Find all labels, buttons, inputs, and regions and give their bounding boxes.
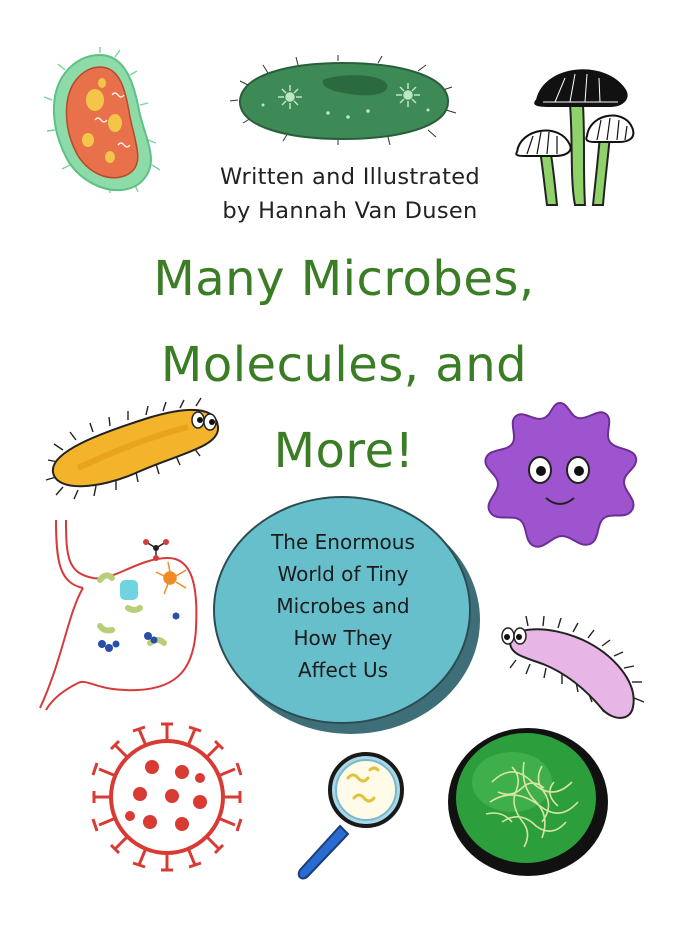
title-line: Molecules, and bbox=[160, 337, 528, 393]
subtitle-line: Microbes and bbox=[276, 594, 410, 618]
subtitle-line: Affect Us bbox=[297, 658, 389, 682]
byline: Written and Illustrated by Hannah Van Du… bbox=[170, 160, 530, 228]
title-line: Many Microbes, bbox=[153, 251, 535, 307]
subtitle: The Enormous World of Tiny Microbes and … bbox=[225, 526, 461, 686]
book-title: Many Microbes, Molecules, and More! bbox=[60, 236, 628, 494]
magnifying-glass-icon bbox=[297, 752, 404, 880]
mushrooms-icon bbox=[515, 69, 635, 206]
purple-virus-icon bbox=[484, 401, 638, 548]
pink-bacterium-icon bbox=[501, 615, 645, 719]
cell-diagram-icon bbox=[39, 519, 198, 711]
byline-line: by Hannah Van Dusen bbox=[222, 198, 478, 224]
byline-line: Written and Illustrated bbox=[220, 164, 480, 190]
subtitle-line: The Enormous bbox=[271, 530, 415, 554]
title-line: More! bbox=[273, 423, 415, 479]
subtitle-badge bbox=[213, 496, 471, 724]
bacterium-orange-icon bbox=[45, 397, 220, 500]
green-cell-icon bbox=[229, 55, 457, 145]
coronavirus-icon bbox=[91, 722, 243, 872]
subtitle-line: How They bbox=[293, 626, 393, 650]
paramecium-icon bbox=[43, 47, 161, 193]
subtitle-line: World of Tiny bbox=[277, 562, 409, 586]
petri-dish-icon bbox=[448, 728, 608, 876]
